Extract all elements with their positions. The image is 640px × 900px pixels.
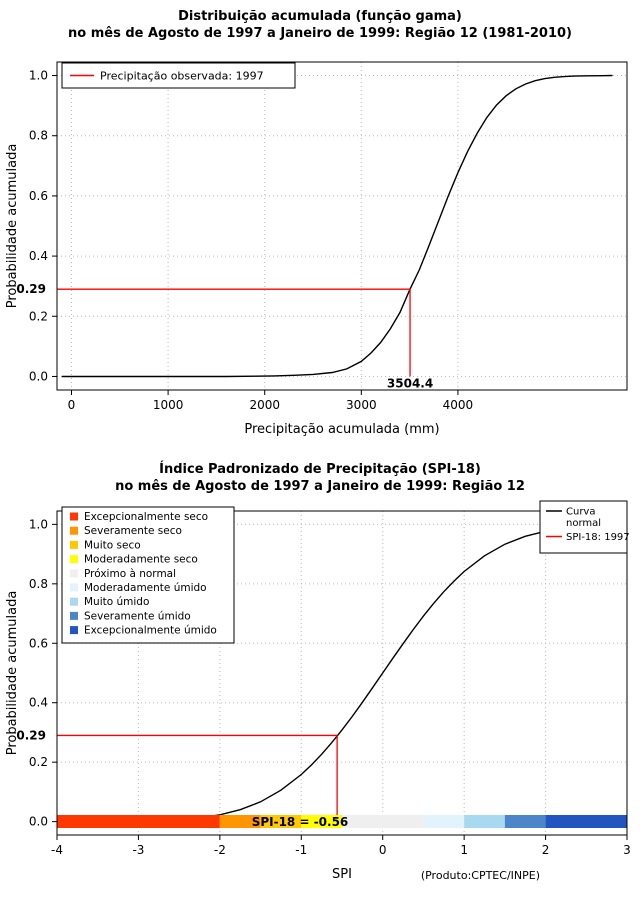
chart2-subtitle: no mês de Agosto de 1997 a Janeiro de 19…: [115, 479, 525, 494]
x-axis-label: Precipitação acumulada (mm): [244, 422, 439, 437]
x-tick-label: 4000: [443, 398, 474, 412]
category-label: Muito úmido: [84, 596, 149, 608]
category-label: Severamente úmido: [84, 610, 191, 622]
category-label: Excepcionalmente seco: [84, 511, 208, 523]
curve-legend-label: Curva: [566, 507, 595, 518]
y-tick-label: 0.0: [29, 369, 48, 383]
curve-legend-label: normal: [566, 518, 601, 529]
y-tick-label: 0.2: [29, 309, 48, 323]
y-tick-label: 0.6: [29, 636, 48, 650]
spi-plot: 0.29 SPI-18 = -0.56 -4 -3 -2 -1 0 1 2 3 0.0 0.2 0.4 0…: [5, 500, 631, 882]
chart1-title: Distribuição acumulada (função gama): [178, 9, 462, 24]
category-legend: [61, 506, 235, 644]
x-tick-label: -2: [214, 843, 226, 857]
category-swatch: [70, 597, 78, 606]
x-tick-label: -3: [132, 843, 144, 857]
axis-ticks: [52, 75, 459, 395]
plot-border: [56, 510, 628, 836]
category-swatch: [70, 583, 78, 592]
spi-annotation: [57, 734, 338, 815]
x-tick-label: -4: [51, 843, 63, 857]
x-tick-label: 2000: [249, 398, 280, 412]
spi-bar-segment: [545, 815, 627, 828]
category-swatch: [70, 555, 78, 564]
x-tick-label: 1000: [153, 398, 184, 412]
observed-legend-label: Precipitação observada: 1997: [100, 70, 264, 83]
curve-legend: [539, 500, 628, 554]
category-swatch: [70, 626, 78, 635]
y-tick-label: 0.8: [29, 577, 48, 591]
y-axis-label: Probabilidade acumulada: [5, 591, 20, 756]
category-swatch: [70, 540, 78, 549]
category-label: Moderadamente seco: [84, 554, 198, 566]
y-tick-label: 0.0: [29, 815, 48, 829]
spi-bar-segment: [57, 815, 220, 828]
y-tick-label: 0.4: [29, 696, 48, 710]
spi-value-label: SPI-18 = -0.56: [252, 815, 349, 829]
y-tick-label: 0.6: [29, 189, 48, 203]
x-tick-label: 3: [623, 843, 631, 857]
observed-legend: [61, 62, 296, 89]
chart1-subtitle: no mês de Agosto de 1997 a Janeiro de 19…: [68, 26, 572, 41]
spi-chart: Índice Padronizado de Precipitação (SPI-…: [0, 455, 640, 896]
observed-annotation: [57, 288, 411, 377]
spi-bar-segment: [464, 815, 505, 828]
product-credit: (Produto:CPTEC/INPE): [421, 869, 540, 882]
cdf-curve: [61, 74, 613, 378]
x-tick-label: 3000: [346, 398, 377, 412]
category-label: Muito seco: [84, 539, 141, 551]
gridlines: [57, 62, 627, 390]
y-tick-label: 0.8: [29, 129, 48, 143]
category-swatch: [70, 569, 78, 578]
spi-bar-segment: [219, 815, 261, 828]
y-tick-label: 1.0: [29, 517, 48, 531]
y-tick-label: 0.4: [29, 249, 48, 263]
axis-ticks: [52, 523, 628, 840]
annotation-probability-value: 0.29: [16, 728, 46, 742]
plot-border: [56, 61, 628, 391]
spi-category-bar: [57, 815, 627, 828]
category-swatch: [70, 526, 78, 535]
spi-bar-segment: [342, 815, 424, 828]
category-label: Excepcionalmente úmido: [84, 625, 217, 637]
tick-labels: -4 -3 -2 -1 0 1 2 3 0.0 0.2 0.4 0.6 0.8 1.0: [29, 517, 631, 857]
annotation-precipitation-value: 3504.4: [387, 376, 433, 390]
gamma-cdf-chart: Distribuição acumulada (função gama) no …: [5, 9, 628, 437]
category-swatch: [70, 611, 78, 620]
category-label: Próximo à normal: [84, 568, 176, 580]
annotation-probability-value: 0.29: [16, 282, 46, 296]
x-tick-label: -1: [295, 843, 307, 857]
y-axis-label: Probabilidade acumulada: [5, 144, 20, 309]
y-tick-label: 0.2: [29, 755, 48, 769]
x-tick-label: 1: [460, 843, 468, 857]
tick-labels: 0 1000 2000 3000 4000 0.0 0.2 0.4 0.6 0.8 1.0: [29, 69, 473, 412]
category-swatch: [70, 512, 78, 521]
spi-bar-segment: [423, 815, 465, 828]
spi-bar-segment: [504, 815, 546, 828]
chart2-title: Índice Padronizado de Precipitação (SPI-…: [159, 462, 481, 477]
x-axis-label: SPI: [332, 867, 352, 882]
x-tick-label: 0: [379, 843, 387, 857]
x-tick-label: 2: [542, 843, 550, 857]
y-tick-label: 1.0: [29, 69, 48, 83]
spi-bar-segment: [260, 815, 302, 828]
category-label: Moderadamente úmido: [84, 582, 207, 594]
spi-bar-segment: [301, 815, 342, 828]
category-label: Severamente seco: [84, 525, 182, 537]
x-tick-label: 0: [68, 398, 76, 412]
curve-legend-label: SPI-18: 1997: [566, 532, 630, 543]
